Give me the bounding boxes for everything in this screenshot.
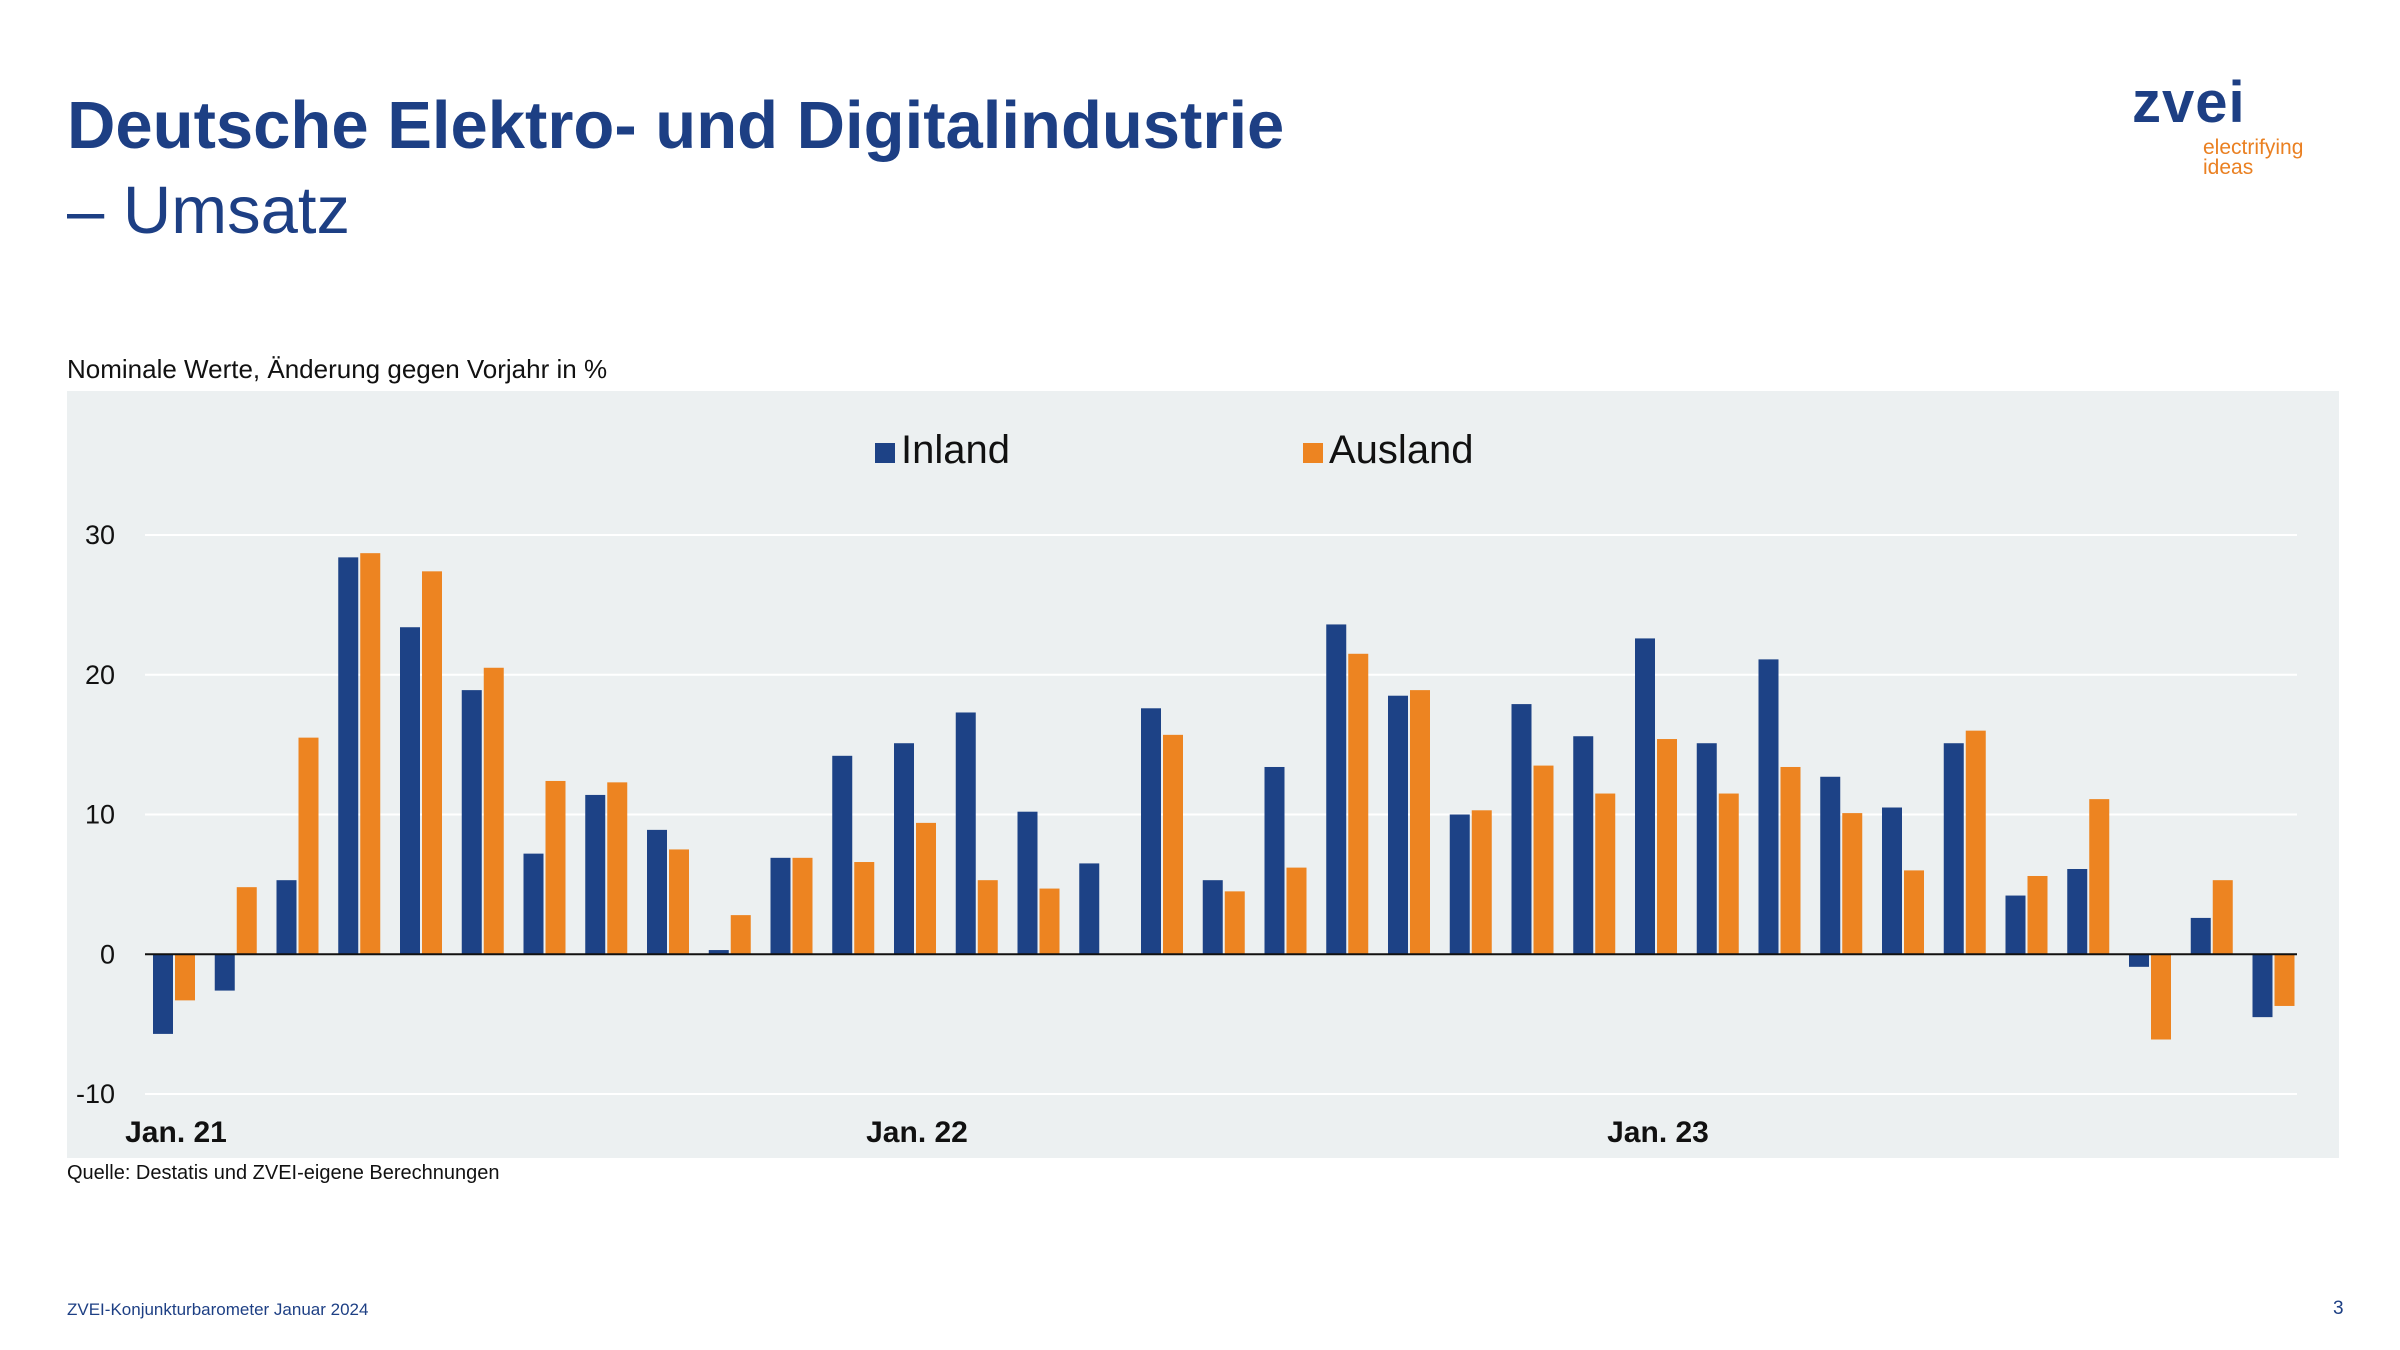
- bar-ausland: [1904, 870, 1924, 955]
- chart-subtitle: Nominale Werte, Änderung gegen Vorjahr i…: [67, 354, 608, 384]
- bar-inland: [1326, 624, 1347, 955]
- bar-ausland: [977, 880, 998, 955]
- bar-ausland: [1533, 765, 1554, 955]
- legend-label-ausland: Ausland: [1329, 428, 1474, 472]
- bar-inland: [2252, 954, 2273, 1018]
- bar-ausland: [669, 849, 689, 955]
- bar-inland: [2005, 895, 2026, 955]
- logo-tagline-line2: ideas: [2203, 156, 2254, 179]
- bar-inland: [461, 690, 482, 955]
- chart-panel: -10 0 10 20 30 Jan. 21 Jan. 22 Jan. 23 Inland Aus…: [67, 391, 2339, 1158]
- y-tick-label: 0: [100, 939, 115, 969]
- bar-inland: [1264, 766, 1285, 955]
- bar-inland: [1573, 736, 1594, 955]
- bar-ausland: [792, 857, 813, 955]
- bar-inland: [153, 954, 173, 1034]
- bar-ausland: [2274, 954, 2295, 1006]
- bar-inland: [1388, 695, 1408, 955]
- bar-inland: [276, 880, 297, 955]
- bar-inland: [1758, 659, 1779, 955]
- x-tick-label: Jan. 23: [1607, 1116, 1709, 1149]
- bar-ausland: [360, 553, 381, 955]
- x-tick-label: Jan. 22: [866, 1116, 968, 1149]
- bar-ausland: [1780, 766, 1801, 955]
- bar-ausland: [298, 737, 319, 955]
- bar-inland: [338, 557, 359, 955]
- bar-ausland: [916, 822, 936, 955]
- bar-inland: [400, 627, 420, 955]
- bar-ausland: [2151, 954, 2171, 1040]
- bar-ausland: [422, 571, 442, 955]
- bar-inland: [708, 950, 729, 955]
- y-tick-label: 20: [85, 660, 115, 690]
- bar-inland: [214, 954, 235, 991]
- logo-wordmark: zvei: [2132, 70, 2246, 135]
- bar-ausland: [1595, 793, 1616, 955]
- bar-inland: [1449, 814, 1470, 955]
- bar-inland: [647, 829, 667, 955]
- logo-tagline-line1: electrifying: [2203, 136, 2304, 159]
- bar-ausland: [1842, 813, 1863, 955]
- bar-ausland: [607, 782, 628, 955]
- bar-ausland: [2027, 875, 2048, 955]
- zvei-logo: zvei electrifying ideas: [2132, 74, 2332, 194]
- bar-inland: [2067, 869, 2088, 955]
- bar-inland: [2129, 954, 2149, 967]
- bar-inland: [523, 853, 544, 955]
- bar-inland: [1820, 776, 1841, 955]
- bar-ausland: [236, 887, 257, 955]
- bar-ausland: [483, 667, 504, 955]
- source-note: Quelle: Destatis und ZVEI-eigene Berechn…: [67, 1162, 500, 1184]
- bar-inland: [2190, 917, 2211, 955]
- bar-ausland: [175, 954, 195, 1001]
- bar-inland: [585, 794, 606, 955]
- bar-chart: -10 0 10 20 30 Jan. 21 Jan. 22 Jan. 23 Inland Aus…: [76, 428, 2297, 1149]
- legend-swatch-inland: [875, 443, 895, 463]
- bar-inland: [1943, 743, 1964, 955]
- bar-ausland: [1657, 739, 1677, 955]
- legend-swatch-ausland: [1303, 443, 1323, 463]
- bar-ausland: [2089, 799, 2110, 955]
- bar-ausland: [1286, 867, 1307, 955]
- bar-inland: [1511, 704, 1532, 955]
- bar-ausland: [1224, 891, 1245, 955]
- bar-ausland: [1965, 730, 1986, 955]
- bar-ausland: [2212, 880, 2233, 955]
- bar-ausland: [1163, 734, 1183, 955]
- bar-inland: [1882, 807, 1902, 955]
- bar-ausland: [1718, 793, 1739, 955]
- bar-ausland: [730, 915, 751, 955]
- bar-inland: [955, 712, 976, 955]
- bar-inland: [1202, 880, 1223, 955]
- bar-ausland: [1410, 690, 1430, 955]
- bar-inland: [1635, 638, 1655, 955]
- bar-inland: [1079, 863, 1100, 955]
- footer-text: ZVEI-Konjunkturbarometer Januar 2024: [67, 1300, 369, 1319]
- bar-inland: [832, 755, 853, 955]
- y-tick-label: -10: [76, 1079, 115, 1109]
- page-number: 3: [2333, 1298, 2344, 1319]
- page-title-subtitle: – Umsatz: [67, 173, 350, 248]
- bar-ausland: [854, 862, 875, 955]
- bar-ausland: [1471, 810, 1492, 955]
- y-tick-label: 10: [85, 800, 115, 830]
- bar-ausland: [545, 780, 566, 955]
- bar-ausland: [1348, 653, 1369, 955]
- bar-ausland: [1039, 888, 1060, 955]
- bar-inland: [1017, 811, 1038, 955]
- page-title: Deutsche Elektro- und Digitalindustrie: [67, 88, 1285, 163]
- x-tick-label: Jan. 21: [125, 1116, 227, 1149]
- bar-inland: [894, 743, 914, 955]
- logo-tagline: electrifying ideas: [2203, 136, 2304, 179]
- legend-label-inland: Inland: [901, 428, 1010, 472]
- bar-inland: [1696, 743, 1717, 955]
- bar-inland: [770, 857, 791, 955]
- bar-inland: [1141, 708, 1161, 955]
- y-tick-label: 30: [85, 520, 115, 550]
